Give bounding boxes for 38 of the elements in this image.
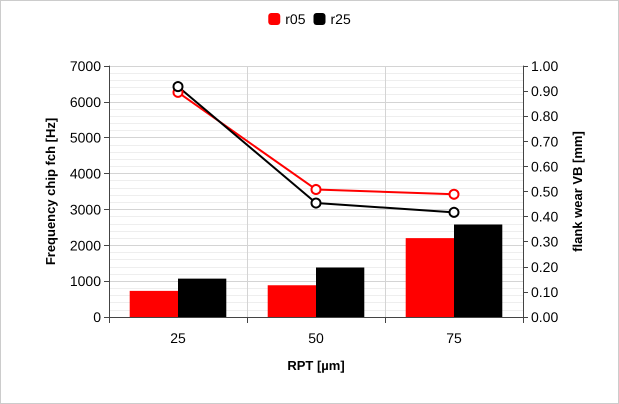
bar: [454, 224, 502, 317]
bar: [316, 268, 364, 317]
y-tick-label: 3000: [70, 201, 102, 218]
y2-tick-label: 0.50: [531, 184, 558, 200]
bar: [130, 290, 178, 317]
bar: [178, 278, 226, 317]
y2-tick-label: 0.30: [531, 234, 558, 250]
y2-tick-label: 0.20: [531, 258, 558, 275]
y-tick-label: 2000: [70, 237, 102, 254]
x-tick-label: 25: [170, 330, 186, 346]
y2-tick-label: 0.90: [531, 83, 558, 100]
point: [172, 81, 184, 92]
y2-tick-label: 1.00: [531, 58, 558, 74]
y-tick-label: 4000: [70, 166, 102, 182]
point: [448, 206, 460, 218]
point: [310, 198, 322, 209]
y2-tick-label: 0.40: [531, 208, 558, 225]
y-tick-label: 6000: [70, 94, 102, 110]
y-tick-label: 0: [93, 309, 102, 325]
bar: [268, 285, 316, 317]
point: [448, 188, 460, 200]
y2-tick-label: 0.60: [531, 158, 558, 174]
y2-tick-label: 0.80: [531, 108, 558, 124]
y-tick-label: 5000: [70, 130, 102, 146]
legend-label: r25: [330, 11, 351, 27]
y-tick-label: 1000: [70, 273, 102, 290]
x-axis-title: RPT [µm]: [287, 358, 345, 373]
y-axis-title: Frequency chip fch [Hz]: [43, 118, 58, 266]
x-tick-label: 75: [446, 330, 462, 346]
point: [310, 184, 322, 195]
y2-tick-label: 0.10: [531, 284, 558, 300]
bar: [406, 238, 454, 317]
y-tick-label: 7000: [70, 58, 102, 74]
legend-label: r05: [285, 11, 306, 27]
y2-axis-title: flank wear VB [mm]: [570, 131, 585, 252]
y2-tick-label: 0.00: [531, 309, 558, 325]
x-tick-label: 50: [308, 330, 324, 346]
y2-tick-label: 0.70: [531, 133, 558, 150]
